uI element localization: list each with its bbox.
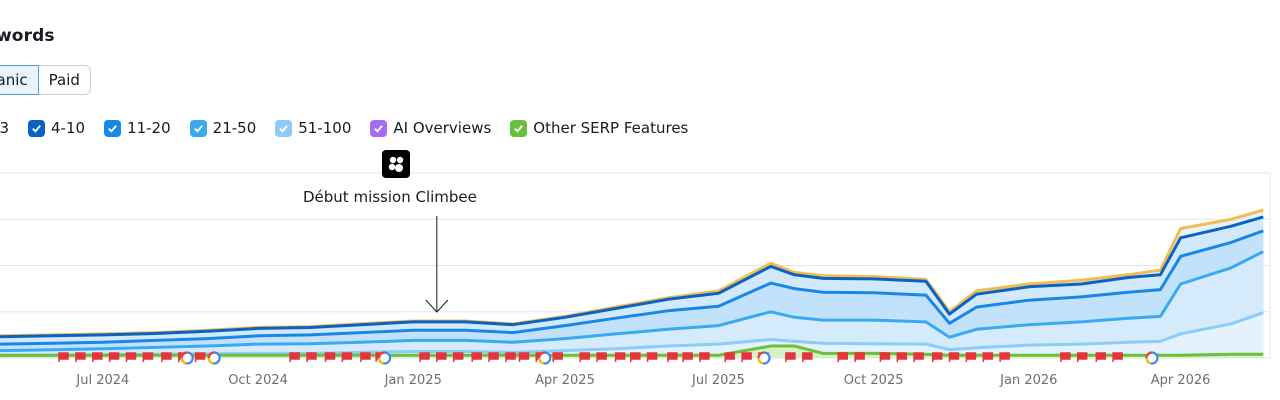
checkbox-checked-icon[interactable] xyxy=(275,119,293,137)
event-flag-icon[interactable] xyxy=(879,352,891,362)
event-flag-icon[interactable] xyxy=(194,352,206,362)
event-flag-icon[interactable] xyxy=(630,352,641,362)
event-flag-icon[interactable] xyxy=(58,352,69,362)
event-flag-icon[interactable] xyxy=(552,352,563,362)
checkbox-checked-icon[interactable] xyxy=(510,119,528,137)
event-flag-icon[interactable] xyxy=(854,352,865,362)
event-flag-icon[interactable] xyxy=(1112,352,1123,362)
section-title: words xyxy=(0,26,55,46)
legend-item-51-100[interactable]: 51-100 xyxy=(275,119,351,137)
legend-item-top-3[interactable]: op 3 xyxy=(0,119,9,137)
annotation-arrow-head xyxy=(425,299,449,313)
event-flag-icon[interactable] xyxy=(579,352,590,362)
event-flag-icon[interactable] xyxy=(948,352,960,362)
legend-item-4-10[interactable]: 4-10 xyxy=(28,119,85,137)
event-flag-icon[interactable] xyxy=(419,352,430,362)
legend-label: 51-100 xyxy=(298,119,352,137)
event-flag-icon[interactable] xyxy=(471,352,482,362)
event-flag-icon[interactable] xyxy=(306,352,317,362)
event-flag-icon[interactable] xyxy=(896,352,908,362)
legend-label: 11-20 xyxy=(127,119,171,137)
event-flag-icon[interactable] xyxy=(913,352,924,362)
event-flag-icon[interactable] xyxy=(646,352,658,362)
series-line-4-10[interactable] xyxy=(0,215,1264,339)
google-update-icon[interactable] xyxy=(377,351,392,365)
event-flag-icon[interactable] xyxy=(837,352,848,362)
google-update-icon[interactable] xyxy=(1145,351,1159,365)
x-axis-tick-label: Jul 2025 xyxy=(691,373,745,388)
series-line-21-50[interactable] xyxy=(0,250,1264,353)
google-update-icon[interactable] xyxy=(757,351,771,365)
event-flag-icon[interactable] xyxy=(108,352,120,362)
event-flag-icon[interactable] xyxy=(1060,352,1071,362)
event-flag-icon[interactable] xyxy=(360,352,371,362)
organic-paid-toggle: ganic Paid xyxy=(0,65,91,95)
event-flag-icon[interactable] xyxy=(802,352,813,362)
x-axis-tick-label: Jan 2026 xyxy=(999,373,1057,388)
event-flag-icon[interactable] xyxy=(75,352,86,362)
event-flag-icon[interactable] xyxy=(741,352,752,362)
chart-legend: op 3 4-10 11-20 21-50 51-100 AI Overview… xyxy=(0,119,707,137)
annotation-label: Début mission Climbee xyxy=(303,188,477,206)
event-flag-icon[interactable] xyxy=(982,352,994,362)
checkbox-checked-icon[interactable] xyxy=(104,119,122,137)
legend-label: op 3 xyxy=(0,119,10,137)
event-flag-icon[interactable] xyxy=(488,352,499,362)
google-update-icon[interactable] xyxy=(207,351,221,365)
legend-item-other-serp-features[interactable]: Other SERP Features xyxy=(510,119,688,137)
event-flag-icon[interactable] xyxy=(785,352,796,362)
event-flag-icon[interactable] xyxy=(699,352,710,362)
legend-label: 4-10 xyxy=(51,119,86,137)
series-line-51-100[interactable] xyxy=(0,311,1264,358)
event-flag-icon[interactable] xyxy=(92,352,103,362)
legend-item-21-50[interactable]: 21-50 xyxy=(189,119,257,137)
x-axis-tick-label: Apr 2025 xyxy=(535,373,595,388)
event-flag-icon[interactable] xyxy=(1095,352,1107,362)
event-flag-icon[interactable] xyxy=(518,352,530,362)
legend-label: AI Overviews xyxy=(393,119,492,137)
event-flag-icon[interactable] xyxy=(724,352,735,362)
event-flag-icon[interactable] xyxy=(1076,352,1088,362)
tab-organic[interactable]: ganic xyxy=(0,65,39,95)
event-flag-icon[interactable] xyxy=(324,352,336,362)
x-axis-tick-label: Jul 2024 xyxy=(75,373,129,388)
event-flag-icon[interactable] xyxy=(667,352,678,362)
x-axis-tick-label: Oct 2024 xyxy=(228,373,288,388)
event-flag-icon[interactable] xyxy=(452,352,464,362)
event-flag-icon[interactable] xyxy=(931,352,943,362)
event-flag-icon[interactable] xyxy=(289,352,300,362)
google-update-icon[interactable] xyxy=(538,351,552,365)
legend-label: Other SERP Features xyxy=(533,119,689,137)
event-flag-icon[interactable] xyxy=(614,352,626,362)
tab-paid[interactable]: Paid xyxy=(38,65,91,95)
event-flag-icon[interactable] xyxy=(596,352,607,362)
checkbox-checked-icon[interactable] xyxy=(189,119,207,137)
event-flag-icon[interactable] xyxy=(341,352,353,362)
x-axis-tick-label: Oct 2025 xyxy=(844,373,904,388)
checkbox-checked-icon[interactable] xyxy=(370,119,388,137)
series-line-11-20[interactable] xyxy=(0,229,1264,346)
event-flag-icon[interactable] xyxy=(965,352,977,362)
event-flag-icon[interactable] xyxy=(436,352,447,362)
area-11-20 xyxy=(0,230,1264,358)
checkbox-checked-icon[interactable] xyxy=(28,119,46,137)
x-axis-tick-label: Jan 2025 xyxy=(384,373,442,388)
event-flag-icon[interactable] xyxy=(125,352,137,362)
event-flag-icon[interactable] xyxy=(142,352,154,362)
event-flag-icon[interactable] xyxy=(161,352,172,362)
event-flag-icon[interactable] xyxy=(682,352,693,362)
x-axis-tick-label: Apr 2026 xyxy=(1151,373,1211,388)
legend-label: 21-50 xyxy=(212,119,257,137)
event-flag-icon[interactable] xyxy=(999,352,1010,362)
legend-item-11-20[interactable]: 11-20 xyxy=(104,119,171,137)
event-flag-icon[interactable] xyxy=(505,352,516,362)
legend-item-ai-overviews[interactable]: AI Overviews xyxy=(370,119,491,137)
climbee-logo-icon[interactable] xyxy=(382,150,410,178)
google-update-icon[interactable] xyxy=(180,351,194,365)
